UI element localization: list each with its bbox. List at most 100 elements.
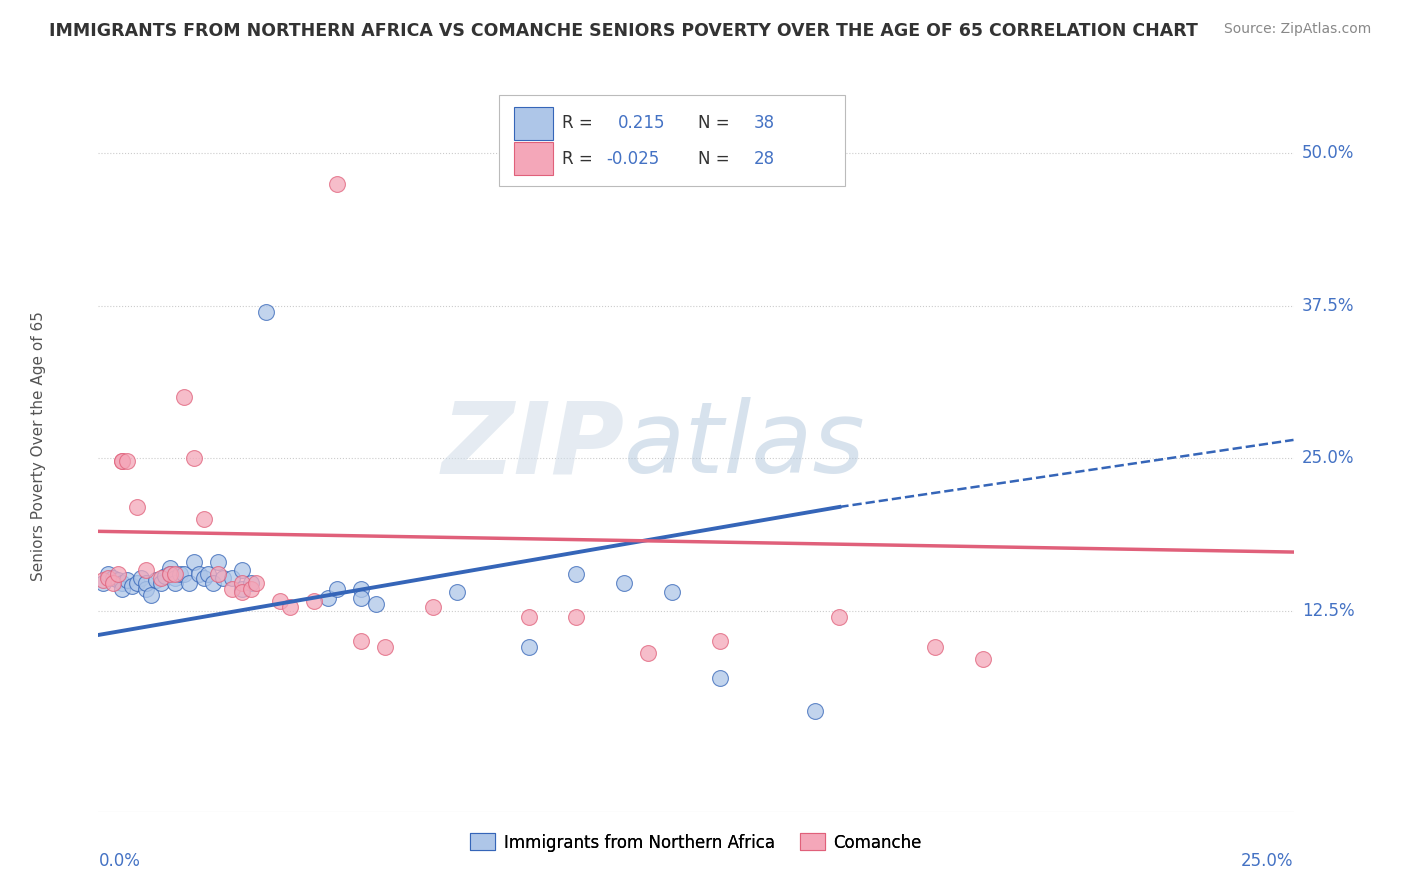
Text: 28: 28	[754, 150, 775, 168]
Text: -0.025: -0.025	[606, 150, 659, 168]
Text: atlas: atlas	[624, 398, 866, 494]
Point	[231, 585, 253, 599]
Point	[446, 585, 468, 599]
Point	[163, 575, 186, 590]
Point	[269, 594, 291, 608]
Point	[231, 563, 253, 577]
Point	[111, 453, 134, 467]
Point	[221, 571, 243, 585]
Point	[111, 575, 134, 590]
Point	[179, 575, 201, 590]
Point	[637, 646, 659, 660]
Text: 12.5%: 12.5%	[1302, 601, 1354, 620]
Point	[364, 598, 387, 612]
Point	[163, 571, 186, 585]
Point	[517, 609, 540, 624]
Point	[240, 575, 263, 590]
Point	[111, 453, 134, 467]
Text: 37.5%: 37.5%	[1302, 297, 1354, 315]
Point	[326, 582, 349, 596]
Point	[121, 579, 143, 593]
Text: N =: N =	[699, 114, 730, 132]
Point	[183, 555, 205, 569]
Point	[97, 571, 120, 585]
Point	[254, 305, 277, 319]
Text: R =: R =	[562, 150, 593, 168]
Point	[302, 594, 325, 608]
Text: 25.0%: 25.0%	[1302, 450, 1354, 467]
Point	[149, 571, 172, 585]
Point	[173, 567, 195, 582]
Point	[326, 177, 349, 191]
Point	[221, 582, 243, 596]
Point	[163, 567, 186, 582]
Point	[111, 582, 134, 596]
Point	[350, 634, 373, 648]
Point	[517, 640, 540, 655]
Point	[207, 567, 229, 582]
Point	[125, 575, 148, 590]
Point	[245, 575, 267, 590]
FancyBboxPatch shape	[515, 107, 553, 139]
Text: 0.215: 0.215	[619, 114, 666, 132]
Point	[374, 640, 396, 655]
Point	[187, 567, 209, 582]
Point	[183, 451, 205, 466]
Point	[125, 500, 148, 514]
Text: R =: R =	[562, 114, 593, 132]
Text: ZIP: ZIP	[441, 398, 624, 494]
Point	[231, 582, 253, 596]
Point	[193, 512, 215, 526]
Point	[193, 571, 215, 585]
Point	[709, 671, 731, 685]
Point	[169, 567, 191, 582]
Text: 25.0%: 25.0%	[1241, 852, 1294, 870]
Point	[211, 571, 233, 585]
Point	[145, 573, 167, 587]
Point	[804, 704, 827, 718]
Point	[207, 555, 229, 569]
Point	[139, 588, 162, 602]
Point	[115, 573, 138, 587]
FancyBboxPatch shape	[515, 143, 553, 175]
Point	[661, 585, 683, 599]
Point	[828, 609, 851, 624]
Point	[422, 599, 444, 614]
Point	[107, 567, 129, 582]
Point	[173, 390, 195, 404]
Point	[202, 575, 225, 590]
Text: 50.0%: 50.0%	[1302, 145, 1354, 162]
Point	[316, 591, 339, 606]
Point	[278, 599, 301, 614]
Point	[613, 575, 636, 590]
Point	[159, 567, 181, 582]
Text: Seniors Poverty Over the Age of 65: Seniors Poverty Over the Age of 65	[31, 311, 46, 581]
Point	[240, 582, 263, 596]
Text: N =: N =	[699, 150, 730, 168]
Point	[101, 571, 124, 585]
Point	[115, 453, 138, 467]
Point	[131, 571, 153, 585]
Point	[350, 591, 373, 606]
Point	[101, 575, 124, 590]
Text: Source: ZipAtlas.com: Source: ZipAtlas.com	[1223, 22, 1371, 37]
Point	[107, 573, 129, 587]
Point	[149, 575, 172, 590]
Text: 38: 38	[754, 114, 775, 132]
Point	[97, 567, 120, 582]
Point	[135, 575, 157, 590]
Legend: Immigrants from Northern Africa, Comanche: Immigrants from Northern Africa, Comanch…	[464, 827, 928, 858]
Text: 0.0%: 0.0%	[98, 852, 141, 870]
Point	[924, 640, 946, 655]
Point	[565, 567, 588, 582]
Point	[91, 575, 114, 590]
FancyBboxPatch shape	[499, 95, 845, 186]
Point	[91, 573, 114, 587]
Point	[972, 652, 994, 666]
Point	[709, 634, 731, 648]
Point	[155, 569, 177, 583]
Point	[231, 575, 253, 590]
Point	[350, 582, 373, 596]
Point	[135, 582, 157, 596]
Point	[565, 609, 588, 624]
